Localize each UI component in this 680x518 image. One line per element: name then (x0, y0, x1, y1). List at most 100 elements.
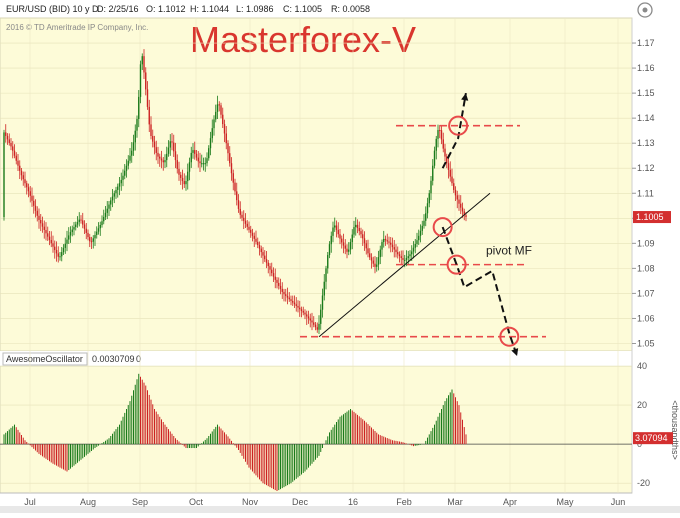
candle-body (118, 183, 121, 187)
candle-body (19, 165, 21, 171)
candle-body (400, 256, 402, 259)
candle-body (307, 316, 310, 319)
candle-body (304, 312, 306, 315)
candle-body (6, 135, 9, 140)
candle-body (302, 310, 304, 313)
copyright-text: 2016 © TD Ameritrade IP Company, Inc. (6, 23, 148, 32)
candle-body (174, 151, 177, 161)
candle-body (27, 187, 30, 192)
candle-body (40, 219, 42, 224)
candle-body (87, 232, 89, 238)
candle-body (363, 238, 366, 244)
candle-body (409, 254, 411, 257)
price-panel[interactable] (0, 17, 633, 352)
candle-body (97, 228, 100, 232)
candle-body (160, 158, 163, 161)
price-tick-label: 1.07 (637, 288, 655, 298)
candle-body (453, 183, 455, 190)
oscillator-tick-label: -20 (637, 478, 650, 488)
oscillator-panel[interactable] (0, 365, 633, 494)
candle-body (446, 156, 448, 164)
candle-body (22, 175, 24, 180)
candle-body (136, 118, 138, 131)
candle-body (180, 174, 182, 178)
candle-body (311, 320, 313, 323)
candle-body (62, 247, 65, 253)
candle-body (461, 207, 464, 212)
candle-body (267, 262, 269, 267)
annotation-circle (432, 217, 453, 238)
candle-body (185, 181, 187, 185)
candle-body (141, 56, 143, 65)
candle-body (362, 234, 364, 239)
candle-body (339, 234, 341, 239)
candle-body (108, 204, 110, 209)
month-label: Dec (292, 497, 309, 507)
candle-body (374, 263, 376, 267)
candle-body (451, 176, 453, 184)
candle-body (300, 309, 303, 311)
header-high: H: 1.1044 (190, 4, 229, 14)
candle-body (227, 143, 229, 154)
month-label: Jun (611, 497, 626, 507)
candle-body (243, 217, 245, 221)
oscillator-name-box[interactable] (2, 352, 88, 366)
price-tick-label: 1.16 (637, 63, 655, 73)
settings-icon[interactable] (637, 2, 653, 18)
candle-body (402, 258, 404, 260)
candle-body (85, 228, 87, 233)
candle-body (449, 169, 451, 177)
candle-body (145, 72, 147, 90)
candle-body (218, 104, 220, 106)
candle-body (45, 229, 47, 234)
candle-body (150, 124, 152, 136)
candle-body (414, 243, 416, 248)
candle-body (278, 282, 280, 286)
candle-body (251, 232, 254, 236)
candle-body (437, 130, 439, 139)
annotation-circle (448, 115, 469, 136)
candle-body (309, 318, 311, 321)
candle-body (71, 229, 73, 233)
candle-body (411, 251, 413, 255)
month-label: Feb (396, 497, 412, 507)
candle-body (215, 111, 217, 120)
candle-body (220, 105, 222, 115)
candle-body (440, 130, 443, 140)
candle-body (337, 229, 339, 235)
candle-body (281, 288, 283, 292)
candle-body (272, 273, 275, 277)
header-close: C: 1.1005 (283, 4, 322, 14)
candle-body (458, 199, 460, 204)
candle-body (155, 147, 157, 153)
candle-body (321, 295, 324, 310)
candle-body (103, 217, 105, 222)
candle-body (124, 170, 126, 176)
candle-body (199, 161, 201, 164)
candle-body (129, 155, 131, 161)
candle-body (134, 130, 136, 143)
candle-body (164, 160, 166, 163)
candle-body (244, 220, 247, 224)
scrollbar-track[interactable] (0, 506, 680, 513)
oscillator-secondary-label: <thousandths> (670, 400, 680, 460)
month-label: Mar (447, 497, 463, 507)
candle-body (369, 253, 371, 258)
candle-body (253, 235, 255, 239)
candle-body (148, 106, 150, 125)
candle-body (178, 168, 180, 175)
candle-body (132, 142, 135, 151)
candle-body (76, 222, 79, 225)
candle-body (20, 170, 23, 176)
candle-body (208, 148, 210, 159)
candle-body (456, 195, 458, 200)
candle-body (383, 238, 385, 243)
candle-body (421, 225, 423, 231)
oscillator-tick-label: 20 (637, 400, 647, 410)
candle-body (425, 213, 427, 221)
oscillator-last-label: 3.07094 (635, 433, 668, 443)
candle-body (286, 295, 289, 298)
candle-body (187, 171, 189, 182)
